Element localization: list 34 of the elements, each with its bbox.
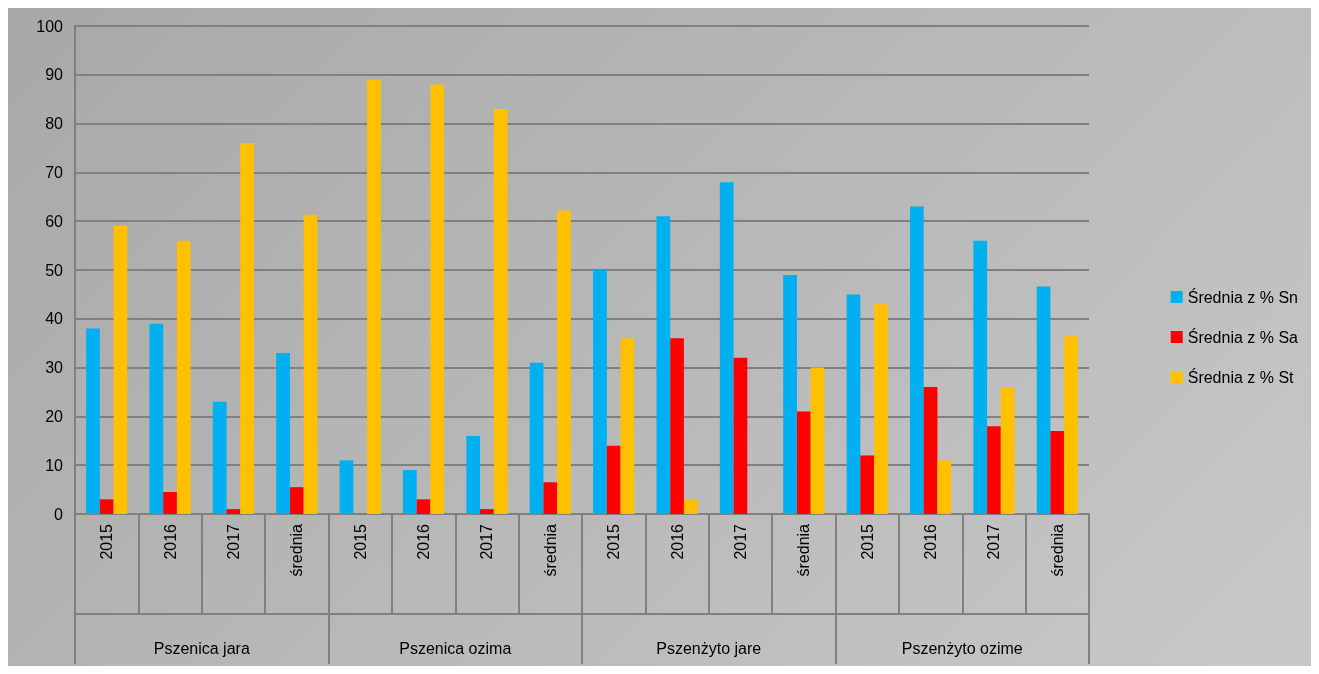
x-tick-label: 2017 bbox=[478, 523, 496, 560]
y-tick-label: 70 bbox=[45, 163, 64, 181]
y-tick-label: 90 bbox=[45, 66, 64, 84]
x-tick-label: 2015 bbox=[858, 523, 876, 560]
text: Pszenżyto jare bbox=[656, 639, 762, 657]
y-tick-label: 20 bbox=[45, 407, 64, 425]
text: Pszenica jara bbox=[153, 639, 250, 657]
x-tick-label: 2015 bbox=[605, 523, 623, 560]
x-tick-label: średnia bbox=[795, 523, 813, 577]
x-tick-label: średnia bbox=[288, 523, 306, 577]
y-tick-label: 0 bbox=[54, 505, 64, 523]
x-tick-label: 2015 bbox=[351, 523, 369, 560]
x-tick-label: 2017 bbox=[224, 523, 242, 560]
y-tick-label: 30 bbox=[45, 359, 64, 377]
x-tick-label: 2015 bbox=[98, 523, 116, 560]
x-tick-label: 2017 bbox=[985, 523, 1003, 560]
text: Pszenżyto ozime bbox=[901, 639, 1023, 657]
legend-label: Średnia z % Sa bbox=[1187, 327, 1299, 346]
y-tick-label: 60 bbox=[45, 212, 64, 230]
y-tick-label: 50 bbox=[45, 261, 64, 279]
x-tick-label: 2016 bbox=[415, 523, 433, 560]
x-tick-label: 2016 bbox=[668, 523, 686, 560]
x-tick-label: 2016 bbox=[161, 523, 179, 560]
legend-label: Średnia z % Sn bbox=[1187, 287, 1298, 306]
x-tick-label: 2017 bbox=[731, 523, 749, 560]
legend-label: Średnia z % St bbox=[1187, 367, 1295, 386]
x-tick-label: 2016 bbox=[922, 523, 940, 560]
y-tick-label: 10 bbox=[45, 456, 64, 474]
y-tick-label: 80 bbox=[45, 115, 64, 133]
y-tick-label: 100 bbox=[36, 17, 64, 35]
y-tick-label: 40 bbox=[45, 310, 64, 328]
x-tick-label: średnia bbox=[1048, 523, 1066, 577]
x-tick-label: średnia bbox=[541, 523, 559, 577]
text: Pszenica ozima bbox=[399, 639, 512, 657]
